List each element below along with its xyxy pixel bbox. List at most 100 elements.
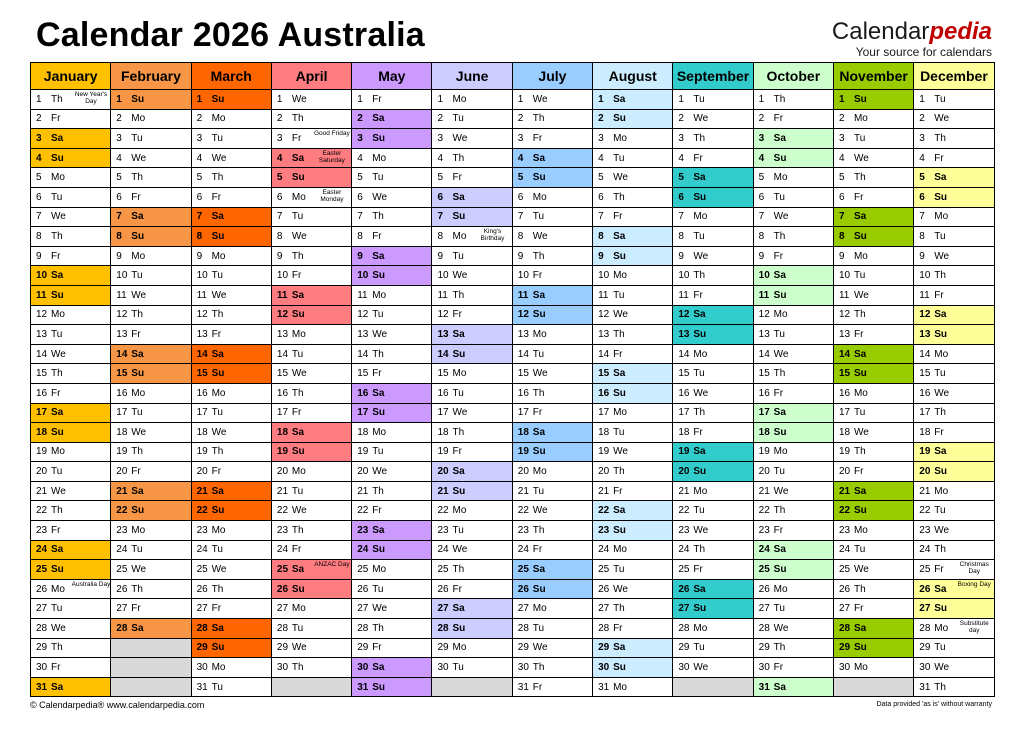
day-cell: 18 Fr [913,422,995,443]
day-number: 17 [838,407,851,419]
weekday-label: Sa [613,368,626,380]
day-number: 21 [678,485,690,497]
day-cell: 26 Th [110,578,192,600]
day-number: 24 [116,544,128,556]
weekday-label: Fr [372,230,382,242]
day-number: 27 [276,603,289,615]
day-cell: 29 We [511,637,594,659]
day-cell: 1 Tu [672,89,754,110]
page-title: Calendar 2026 Australia [36,16,425,54]
day-cell: 6 Mo Easter Monday [270,186,353,208]
day-cell: 2 Su [592,108,674,130]
weekday-label: Tu [773,328,785,340]
day-number: 17 [196,407,208,419]
day-number: 31 [598,681,610,693]
weekday-label: We [532,368,548,380]
day-cell: 20 Fr [832,461,915,482]
weekday-label: Su [211,93,225,105]
day-number: 2 [678,113,684,125]
weekday-label: Mo [452,230,467,242]
day-number: 29 [36,642,48,654]
weekday-label: Mo [693,622,708,634]
weekday-label: Su [452,348,466,360]
weekday-label: Su [51,426,64,438]
weekday-label: Sa [853,485,867,497]
day-number: 24 [758,544,770,556]
day-number: 28 [758,622,770,634]
day-cell: 21 Th [351,480,433,502]
day-number: 24 [36,544,48,556]
weekday-label: Sa [773,270,786,282]
day-number: 11 [919,289,930,301]
day-cell: 14 Fr [592,343,674,365]
day-number: 22 [36,505,48,517]
day-number: 2 [758,113,765,125]
day-cell: 10 Mo [592,265,674,286]
day-number: 29 [437,642,449,654]
day-cell: 15 Th [29,363,112,384]
day-number: 17 [36,407,48,419]
weekday-label: Su [131,505,145,517]
day-cell: 7 We [29,206,112,228]
day-number: 19 [678,446,690,458]
day-cell: 14 Mo [913,343,995,365]
day-number: 18 [598,426,610,438]
day-cell: 8 Su [110,226,192,247]
weekday-label: Su [693,466,707,478]
day-cell: 20 Tu [29,461,112,482]
day-cell: 27 Mo [270,598,353,620]
weekday-label: Tu [372,446,384,458]
brand-name-plain: Calendar [831,18,930,45]
weekday-label: Sa [372,524,385,536]
weekday-label: Sa [853,622,867,634]
weekday-label: Tu [934,230,946,242]
weekday-label: Th [131,172,143,184]
day-row: 20 Tu 20 Fr 20 Fr 20 Mo 20 We 20 Sa 20 Mo 20 Th 20 Su 20 Tu… [29,461,995,482]
weekday-label: We [532,642,548,654]
day-number: 30 [598,662,610,674]
day-cell: 23 Th [511,520,594,541]
weekday-label: Mo [853,524,868,536]
day-number: 13 [196,328,208,340]
weekday-label: Su [613,250,626,262]
weekday-label: Fr [51,524,61,536]
day-cell: 5 Su [511,167,594,188]
weekday-label: Fr [211,603,222,615]
brand-name: Calendarpedia [832,20,992,44]
holiday-label: Boxing Day [957,580,991,588]
weekday-label: We [51,622,66,634]
weekday-label: Tu [934,368,946,380]
day-cell: 30 Su [592,657,674,678]
weekday-label: Fr [693,152,703,164]
day-cell: 28 Mo [672,618,754,639]
day-number: 26 [116,583,128,595]
weekday-label: We [291,368,307,380]
day-cell: 14 Sa [110,343,192,365]
footer-copyright[interactable]: © Calendarpedia® www.calendarpedia.com [30,700,205,710]
day-cell: 29 We [270,637,353,659]
day-cell: 24 Th [913,539,995,561]
weekday-label: We [853,152,869,164]
day-number: 16 [517,387,529,399]
day-number: 9 [116,250,122,262]
weekday-label: Mo [934,348,949,360]
weekday-label: Su [853,230,867,242]
day-cell: 4 We [190,147,272,169]
day-cell: 6 Fr [110,186,192,208]
weekday-label: Fr [853,328,864,340]
day-number: 13 [919,328,931,340]
weekday-label: Tu [131,407,143,419]
day-row: 30 Fr 30 Mo 30 Th 30 Sa 30 Tu 30 Th 30 Su 30 We 30 Fr 30 Mo… [29,657,995,678]
weekday-label: We [853,564,869,576]
weekday-label: We [532,230,548,242]
weekday-label: Su [51,289,64,301]
day-cell: 14 Su [431,343,513,365]
day-row: 23 Fr 23 Mo 23 Mo 23 Th 23 Sa 23 Tu 23 Th 23 Su 23 We 23 Fr… [29,520,995,541]
weekday-label: Su [372,681,385,693]
day-number: 19 [838,446,851,458]
day-cell: 1 We [511,89,594,110]
weekday-label: Sa [131,622,144,634]
weekday-label: Sa [51,407,64,419]
day-cell: 10 Su [351,265,433,286]
day-cell: 8 Su [190,226,272,247]
